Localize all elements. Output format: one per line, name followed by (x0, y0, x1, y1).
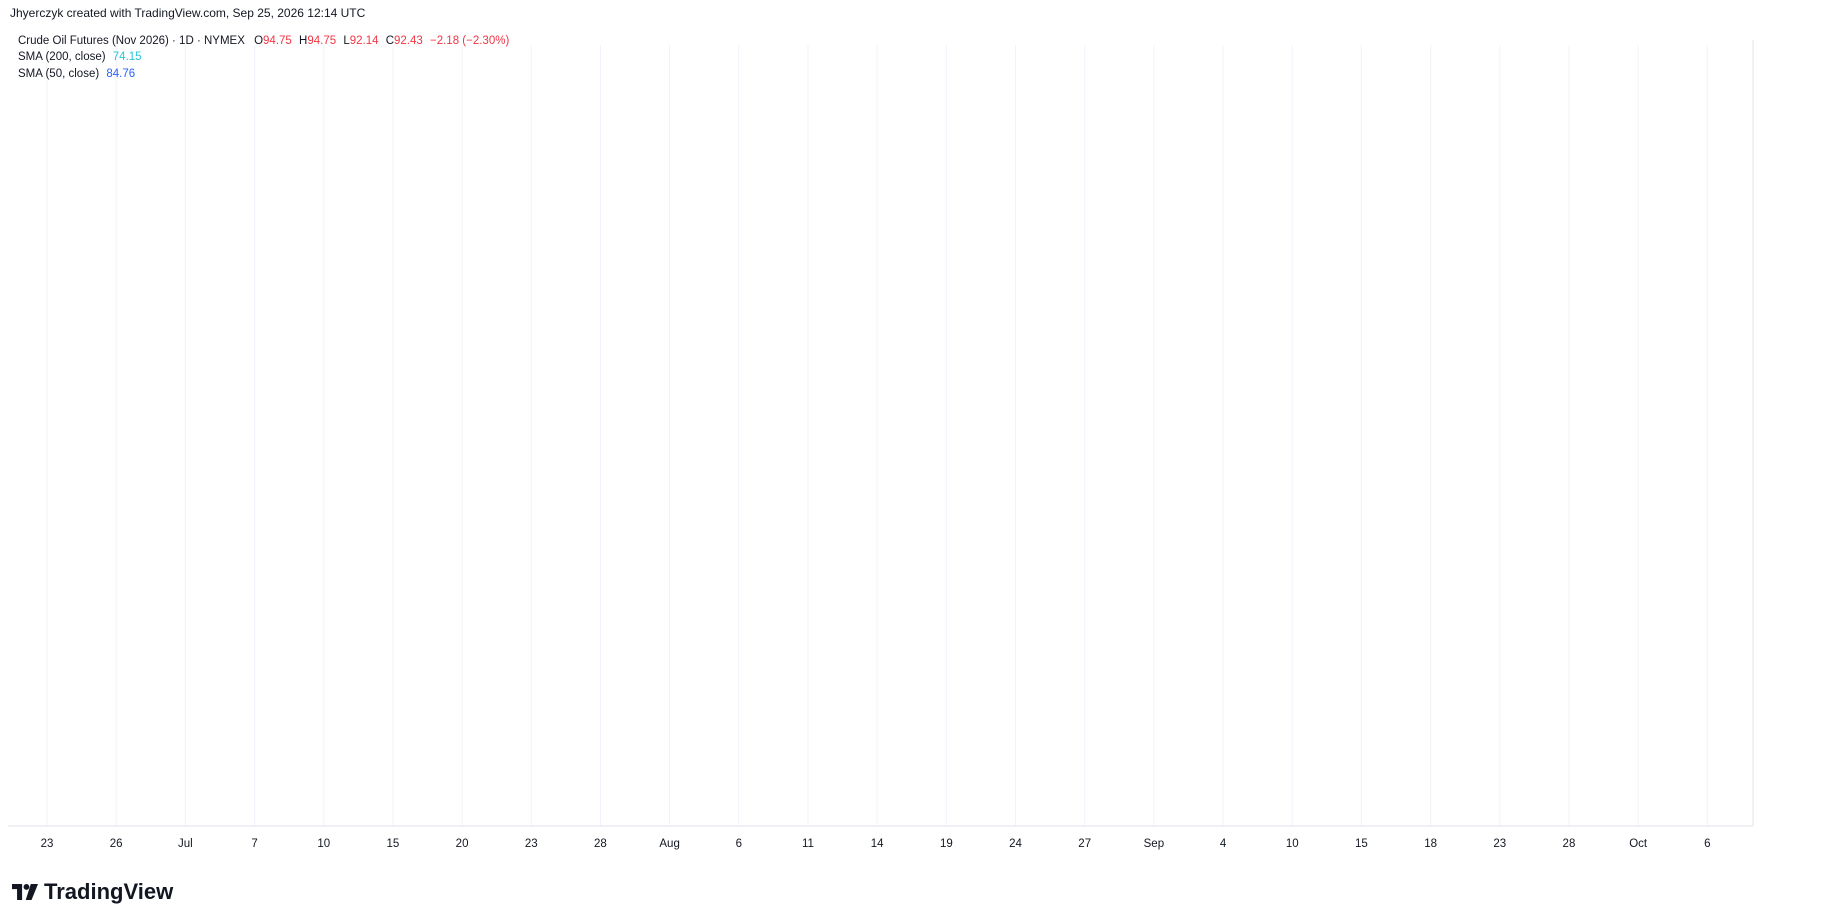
ohlc-open-label: O (254, 35, 264, 47)
ohlc-low-label: L (343, 35, 350, 47)
sma200-value: 74.15 (112, 51, 142, 63)
x-tick-label: 23 (1493, 838, 1506, 850)
sma50-label: SMA (50, close) (18, 68, 100, 80)
ohlc-open: 94.75 (263, 35, 292, 47)
sma200-label: SMA (200, close) (18, 51, 106, 63)
x-tick-label: 28 (1563, 838, 1576, 850)
ohlc-close: 92.43 (394, 35, 423, 47)
ohlc-close-label: C (385, 35, 395, 47)
x-tick-label: 18 (1424, 838, 1437, 850)
symbol-legend[interactable]: Crude Oil Futures (Nov 2026) · 1D · NYME… (18, 35, 509, 47)
x-tick-label: 6 (1704, 838, 1710, 850)
symbol-title: Crude Oil Futures (Nov 2026) · 1D · NYME… (18, 35, 245, 47)
x-tick-label: 4 (1220, 838, 1227, 850)
sma50-value: 84.76 (106, 68, 136, 80)
ohlc-high-label: H (299, 35, 308, 47)
x-tick-label: 20 (456, 838, 469, 850)
ohlc-change: −2.18 (−2.30%) (430, 35, 510, 47)
brand-name: TradingView (44, 879, 174, 904)
x-tick-label: 10 (317, 838, 330, 850)
x-tick-label: 28 (594, 838, 607, 850)
x-tick-label: Sep (1144, 838, 1164, 850)
attribution-header: Jhyerczyk created with TradingView.com, … (10, 6, 366, 20)
x-tick-label: 15 (387, 838, 400, 850)
x-tick-label: Oct (1629, 838, 1648, 850)
sma50-legend[interactable]: SMA (50, close) 84.76 (18, 68, 135, 80)
x-tick-label: 6 (736, 838, 742, 850)
x-tick-label: 26 (110, 838, 123, 850)
ohlc-high: 94.75 (307, 35, 337, 47)
x-tick-label: 15 (1355, 838, 1368, 850)
x-tick-label: 7 (251, 838, 257, 850)
x-tick-label: 19 (940, 838, 953, 850)
x-tick-label: Aug (659, 838, 679, 850)
x-tick-label: 11 (802, 838, 814, 850)
sma200-legend[interactable]: SMA (200, close) 74.15 (18, 51, 142, 63)
x-tick-label: 24 (1009, 838, 1022, 850)
x-tick-label: 14 (871, 838, 884, 850)
tradingview-logo-icon (12, 884, 38, 900)
x-tick-label: 27 (1078, 838, 1091, 850)
x-tick-label: Jul (178, 838, 193, 850)
x-tick-label: 10 (1286, 838, 1299, 850)
ohlc-low: 92.14 (349, 35, 379, 47)
x-tick-label: 23 (41, 838, 54, 850)
tradingview-logo[interactable]: TradingView (12, 879, 173, 905)
x-tick-label: 23 (525, 838, 538, 850)
